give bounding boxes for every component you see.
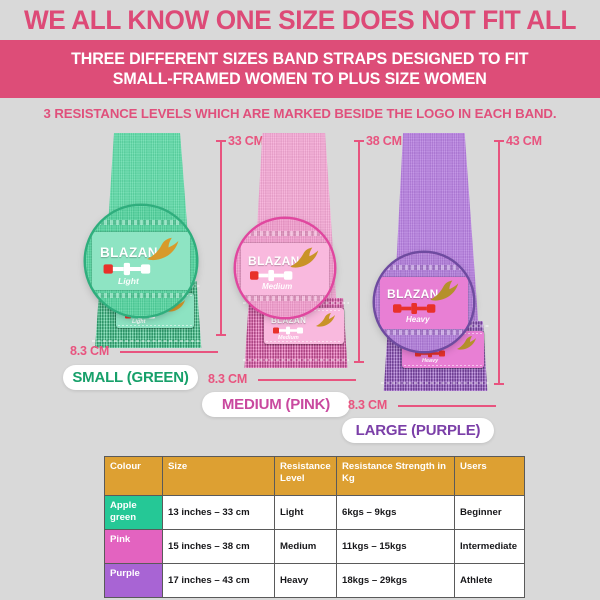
logo-level-text: Light xyxy=(132,319,146,325)
logo-level-text-zoom: Medium xyxy=(262,282,293,291)
band-stitch-pink-bottom xyxy=(243,359,349,361)
magnifier-pink: BLAZAN Medium xyxy=(236,219,334,317)
dumbbell-icon xyxy=(415,349,445,358)
width-label-pink: 8.3 CM xyxy=(208,372,248,386)
width-label-purple: 8.3 CM xyxy=(348,398,388,412)
dumbbell-icon-zoom xyxy=(393,302,436,315)
logo-level-text-zoom: Heavy xyxy=(406,315,430,324)
specification-table: Colour Size Resistance Level Resistance … xyxy=(104,456,525,598)
cell-size-pink: 15 inches – 38 cm xyxy=(162,529,275,564)
table-header-level: Resistance Level xyxy=(274,456,337,496)
magnified-logo-patch-green: BLAZAN Light xyxy=(92,232,190,290)
table-header-size: Size xyxy=(162,456,275,496)
cell-users-purple: Athlete xyxy=(454,563,525,598)
length-line-pink xyxy=(354,140,364,363)
band-stitch-purple-bottom xyxy=(381,382,489,384)
bird-swoosh-icon-zoom xyxy=(290,247,319,268)
cell-strength-green: 6kgs – 9kgs xyxy=(336,495,455,530)
magnifier-green: BLAZAN Light xyxy=(86,206,196,316)
table-header-row: Colour Size Resistance Level Resistance … xyxy=(104,456,525,496)
bird-swoosh-icon-zoom xyxy=(147,237,179,261)
length-line-purple xyxy=(494,140,504,385)
bird-swoosh-icon-zoom xyxy=(430,280,459,301)
band-name-label-green: SMALL (GREEN) xyxy=(72,369,189,386)
band-name-pill-pink: MEDIUM (PINK) xyxy=(202,392,350,417)
cell-level-green: Light xyxy=(274,495,337,530)
table-header-users: Users xyxy=(454,456,525,496)
magnified-logo-patch-purple: BLAZAN Heavy xyxy=(380,277,468,329)
logo-brand-text-zoom: BLAZAN xyxy=(387,287,439,301)
table-header-colour: Colour xyxy=(104,456,163,496)
subtitle-line-2: SMALL-FRAMED WOMEN TO PLUS SIZE WOMEN xyxy=(113,70,487,88)
width-label-green: 8.3 CM xyxy=(70,344,110,358)
width-line-pink xyxy=(258,379,356,381)
cell-size-purple: 17 inches – 43 cm xyxy=(162,563,275,598)
tagline-text: 3 RESISTANCE LEVELS WHICH ARE MARKED BES… xyxy=(43,105,557,121)
table-row: Pink 15 inches – 38 cm Medium 11kgs – 15… xyxy=(104,529,525,564)
cell-level-purple: Heavy xyxy=(274,563,337,598)
cell-colour-green: Apple green xyxy=(104,495,163,530)
cell-level-pink: Medium xyxy=(274,529,337,564)
cell-colour-pink: Pink xyxy=(104,529,163,564)
band-stitch-green-bottom xyxy=(91,340,203,342)
subtitle-line-1: THREE DIFFERENT SIZES BAND STRAPS DESIGN… xyxy=(71,50,529,68)
cell-size-green: 13 inches – 33 cm xyxy=(162,495,275,530)
bird-swoosh-icon xyxy=(316,313,335,327)
logo-level-text: Heavy xyxy=(422,358,439,364)
band-name-pill-purple: LARGE (PURPLE) xyxy=(342,418,494,443)
page-headline: WE ALL KNOW ONE SIZE DOES NOT FIT ALL xyxy=(23,4,577,35)
width-line-green xyxy=(120,351,218,353)
cell-users-pink: Intermediate xyxy=(454,529,525,564)
table-row: Purple 17 inches – 43 cm Heavy 18kgs – 2… xyxy=(104,563,525,598)
logo-green-zoom: BLAZAN Light xyxy=(92,232,190,290)
band-name-pill-green: SMALL (GREEN) xyxy=(63,365,198,390)
dumbbell-icon-zoom xyxy=(250,269,293,282)
length-label-purple: 43 CM xyxy=(506,134,542,148)
subtitle-banner: THREE DIFFERENT SIZES BAND STRAPS DESIGN… xyxy=(0,40,600,98)
logo-brand-text-zoom: BLAZAN xyxy=(248,254,300,268)
cell-users-green: Beginner xyxy=(454,495,525,530)
logo-purple-zoom: BLAZAN Heavy xyxy=(380,277,468,329)
logo-level-text: Medium xyxy=(278,335,299,341)
dumbbell-icon xyxy=(273,326,303,335)
logo-brand-text: BLAZAN xyxy=(271,316,307,325)
magnifier-purple: BLAZAN Heavy xyxy=(375,253,473,351)
length-label-green: 33 CM xyxy=(228,134,264,148)
width-line-purple xyxy=(398,405,496,407)
logo-level-text-zoom: Light xyxy=(118,276,139,286)
table-row: Apple green 13 inches – 33 cm Light 6kgs… xyxy=(104,495,525,530)
table-header-strength: Resistance Strength in Kg xyxy=(336,456,455,496)
magnified-logo-patch-pink: BLAZAN Medium xyxy=(241,243,329,295)
length-line-green xyxy=(216,140,226,336)
length-label-pink: 38 CM xyxy=(366,134,402,148)
logo-pink-zoom: BLAZAN Medium xyxy=(241,243,329,295)
dumbbell-icon-zoom xyxy=(103,262,151,276)
band-name-label-purple: LARGE (PURPLE) xyxy=(355,422,481,439)
logo-pink-small: BLAZAN Medium xyxy=(264,308,344,344)
cell-strength-purple: 18kgs – 29kgs xyxy=(336,563,455,598)
logo-brand-text-zoom: BLAZAN xyxy=(100,245,158,260)
cell-colour-purple: Purple xyxy=(104,563,163,598)
cell-strength-pink: 11kgs – 15kgs xyxy=(336,529,455,564)
band-name-label-pink: MEDIUM (PINK) xyxy=(221,396,331,413)
